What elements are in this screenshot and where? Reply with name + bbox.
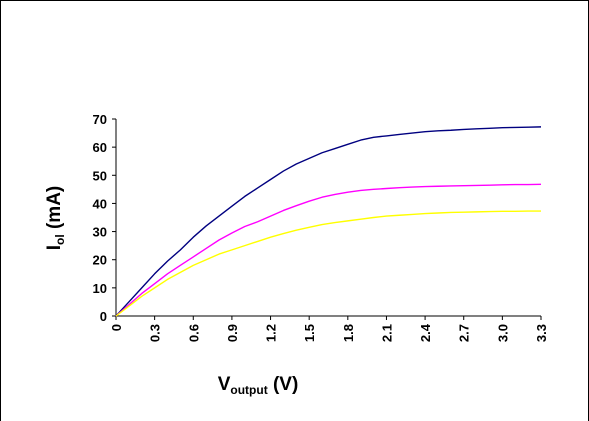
x-tick-label: 2.4 (418, 323, 433, 342)
series-line-1 (115, 126, 542, 317)
series-layer (115, 126, 542, 317)
x-tick-label: 0.9 (225, 324, 240, 342)
y-tick-label: 70 (93, 112, 107, 127)
x-tick-label: 1.5 (302, 324, 317, 342)
x-axis: 0 0.3 0.6 0.9 1.2 1.5 1.8 2.1 2.4 2.7 3.0 3.3 (109, 316, 549, 342)
x-tick-label: 0 (109, 324, 124, 331)
series-line-2 (115, 183, 542, 317)
y-axis-title-subscript: ol (53, 234, 67, 245)
y-tick-label: 10 (93, 281, 107, 296)
x-axis-title-subscript: output (230, 383, 267, 397)
chart-frame-edge (0, 410, 1, 421)
x-tick-label: 2.1 (379, 324, 394, 342)
y-tick-label: 0 (100, 309, 107, 324)
y-tick-label: 20 (93, 253, 107, 268)
series-line-3 (115, 210, 541, 317)
x-tick-label: 1.2 (264, 324, 279, 342)
y-tick-label: 50 (93, 168, 107, 183)
x-tick-label: 0.6 (186, 324, 201, 342)
x-tick-label: 0.3 (148, 324, 163, 342)
y-axis: 0 10 20 30 40 50 60 70 (93, 112, 116, 324)
y-axis-title: Iol (mA) (44, 186, 67, 251)
x-tick-label: 1.8 (341, 324, 356, 342)
x-axis-title: Voutput (V) (218, 374, 299, 397)
x-tick-label: 2.7 (457, 324, 472, 342)
y-tick-label: 30 (93, 225, 107, 240)
plot-area (115, 119, 541, 317)
y-tick-label: 60 (93, 140, 107, 155)
x-tick-label: 3.3 (534, 324, 549, 342)
y-tick-label: 40 (93, 196, 107, 211)
x-tick-label: 3.0 (495, 324, 510, 342)
